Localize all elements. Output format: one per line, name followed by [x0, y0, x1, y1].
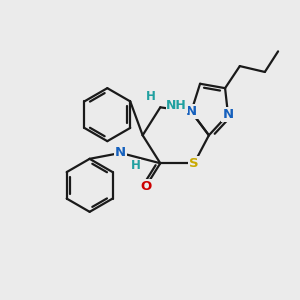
- Text: N: N: [186, 105, 197, 118]
- Text: H: H: [131, 159, 141, 172]
- Text: NH: NH: [166, 99, 187, 112]
- Text: O: O: [140, 180, 151, 193]
- Text: S: S: [189, 157, 199, 170]
- Text: H: H: [146, 90, 156, 103]
- Text: N: N: [223, 108, 234, 121]
- Text: N: N: [115, 146, 126, 159]
